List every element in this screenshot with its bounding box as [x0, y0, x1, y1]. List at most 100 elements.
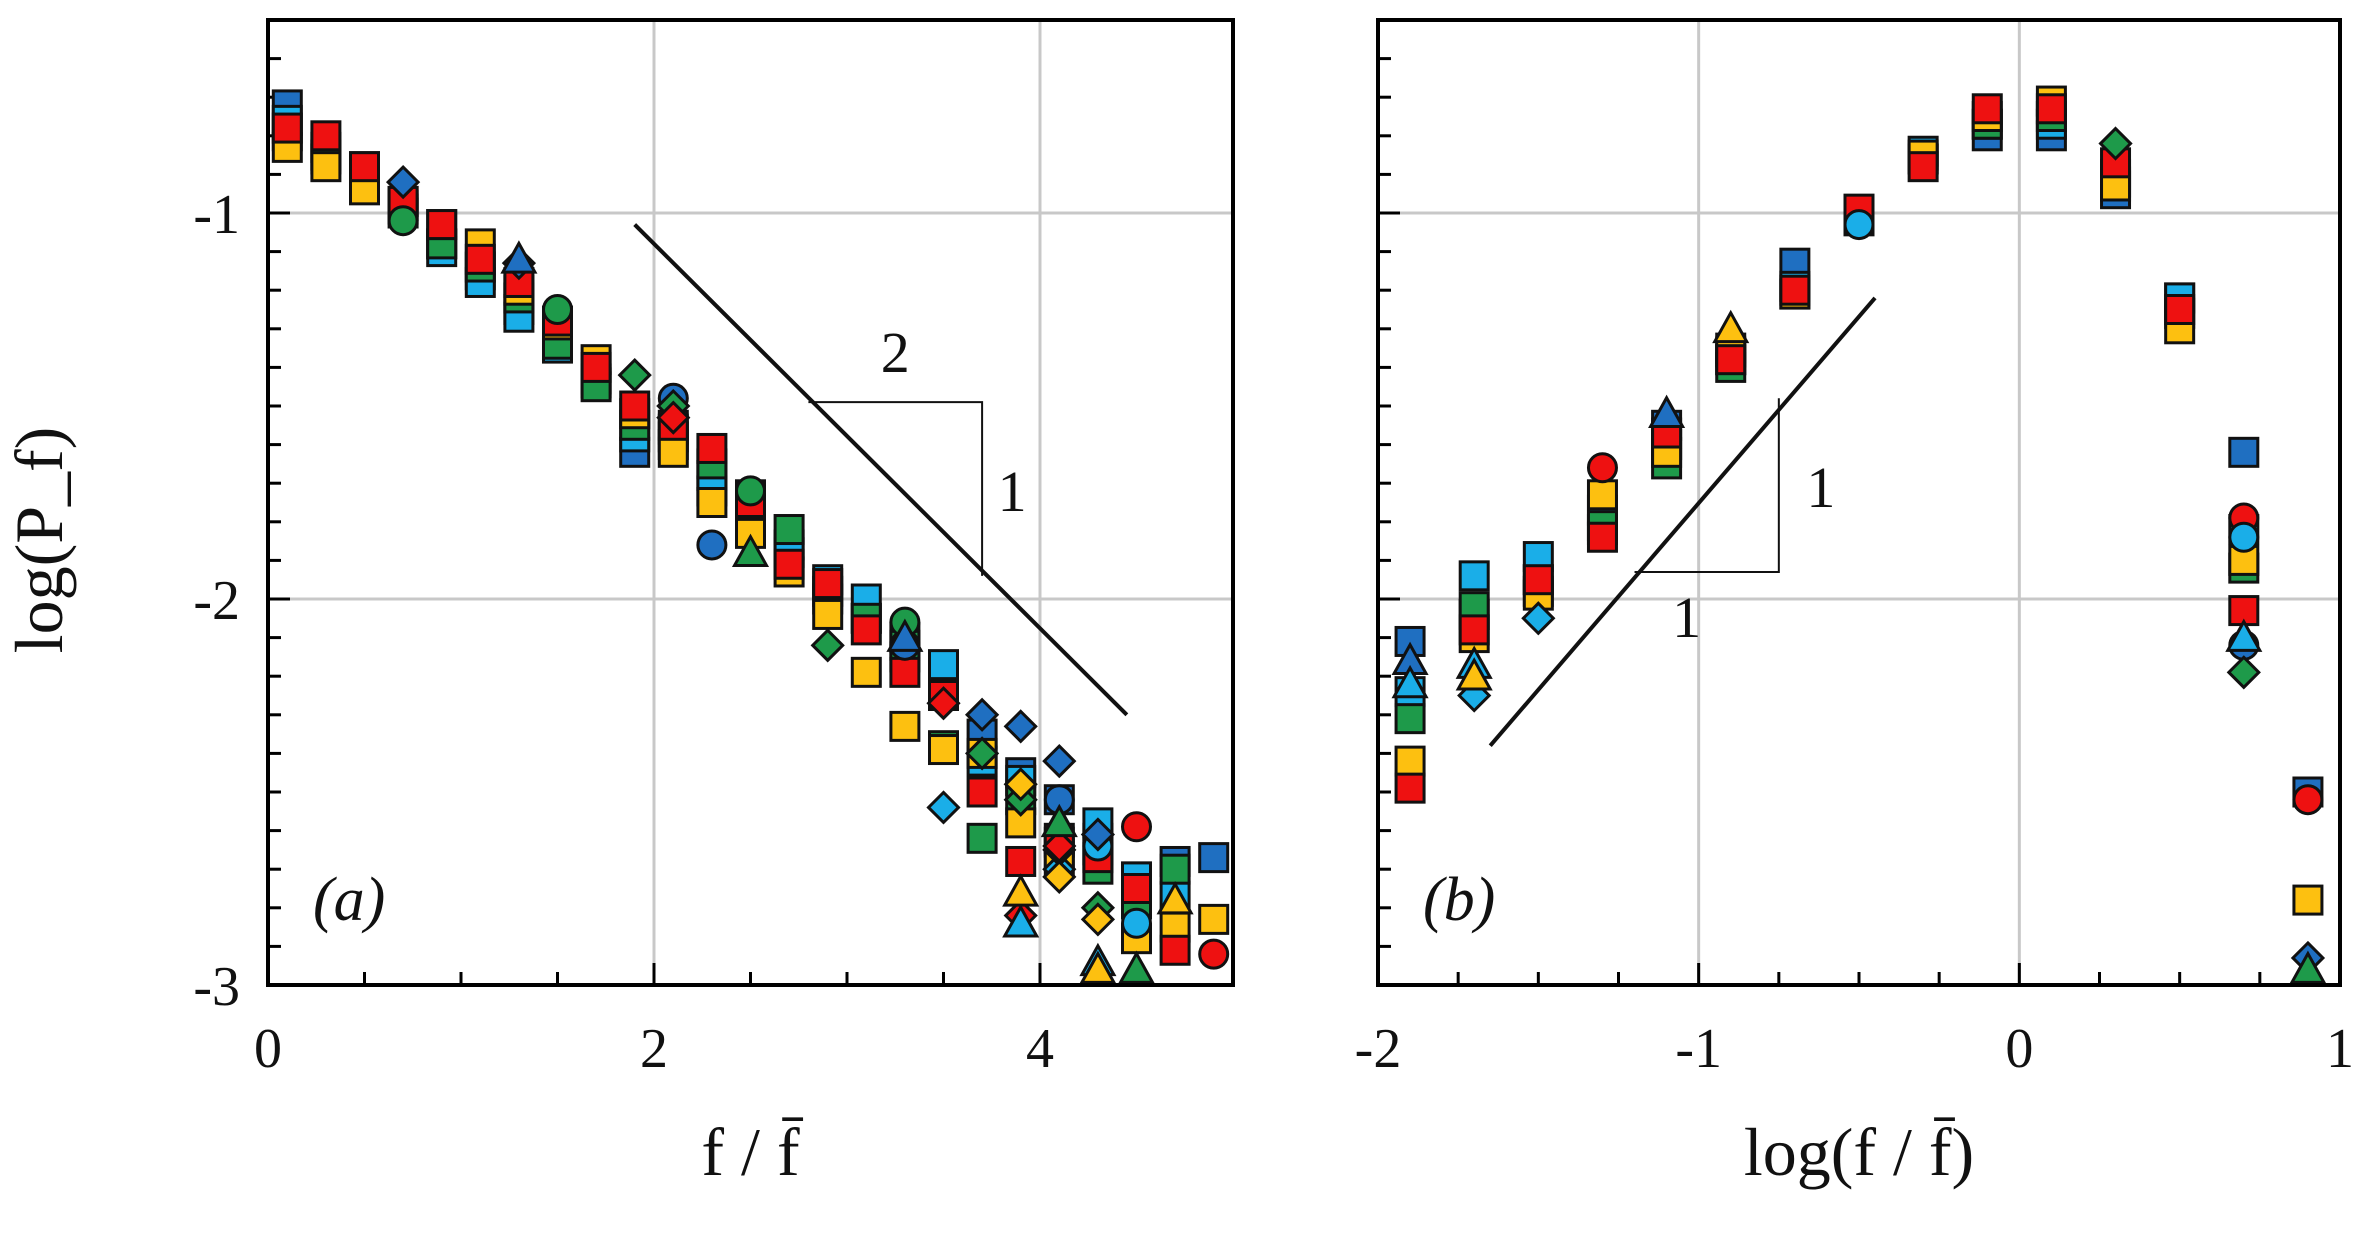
data-point-square — [696, 432, 728, 464]
data-point-square — [966, 776, 998, 808]
data-point-square — [580, 351, 612, 383]
data-point-diamond — [1003, 767, 1038, 802]
data-point-square — [1198, 842, 1230, 874]
data-point-square — [696, 487, 728, 518]
data-point-diamond — [1042, 743, 1077, 779]
data-point-square — [1159, 934, 1191, 966]
data-point-square — [812, 598, 844, 630]
data-point-diamond — [2098, 126, 2133, 161]
data-point-square — [1121, 873, 1152, 904]
data-point-square — [1394, 703, 1426, 735]
data-point-square — [310, 151, 342, 183]
data-point-diamond — [926, 790, 961, 825]
data-point-square — [1458, 560, 1490, 592]
data-point-circle — [2292, 784, 2324, 816]
slope-run-label: 2 — [881, 320, 910, 385]
data-point-square — [1715, 344, 1747, 376]
data-point-diamond — [1080, 817, 1116, 852]
slope-triangle — [1634, 398, 1780, 573]
data-point-square — [271, 112, 303, 144]
data-point-square — [1586, 521, 1618, 553]
slope-guide-line — [633, 223, 1129, 717]
panel-a: 2 1 0 2 4 -1 -2 -3 (a) f / f̄ — [193, 18, 1235, 1190]
data-point-square — [1458, 614, 1490, 646]
data-point-triangle — [1117, 950, 1156, 984]
data-point-diamond — [810, 628, 845, 663]
data-point-circle — [542, 294, 573, 325]
data-point-square — [812, 568, 844, 600]
data-point-diamond — [617, 357, 652, 393]
data-point-triangle — [1712, 309, 1750, 344]
y-tick-label: -3 — [193, 956, 240, 1018]
data-point-triangle — [500, 240, 538, 274]
data-point-circle — [387, 205, 419, 237]
data-point-circle — [1198, 938, 1230, 970]
data-point-triangle — [1156, 880, 1194, 915]
data-point-square — [2100, 147, 2132, 179]
data-point-square — [2164, 294, 2196, 325]
x-tick-label: -2 — [1355, 1018, 1402, 1080]
data-point-square — [773, 548, 805, 580]
slope-run-label: 1 — [1672, 585, 1701, 650]
y-tick-label: -1 — [193, 184, 240, 246]
data-point-square — [2292, 884, 2324, 916]
x-tick-label: 0 — [2005, 1018, 2033, 1080]
data-point-square — [1907, 151, 1939, 183]
data-point-square — [1971, 93, 2003, 125]
data-point-square — [2035, 93, 2067, 125]
data-point-diamond — [964, 697, 1000, 732]
data-point-square — [619, 390, 651, 422]
data-point-triangle — [1002, 904, 1040, 938]
data-point-square — [1198, 903, 1230, 935]
data-point-square — [1005, 845, 1037, 877]
data-point-diamond — [1042, 859, 1077, 895]
x-tick-label: 0 — [254, 1018, 282, 1080]
data-point-square — [850, 614, 882, 646]
data-point-square — [889, 710, 921, 742]
data-point-square — [657, 436, 689, 468]
data-point-triangle — [886, 618, 924, 652]
data-point-diamond — [1042, 828, 1077, 864]
data-point-square — [426, 209, 458, 241]
slope-rise-label: 1 — [1806, 455, 1835, 520]
data-point-triangle — [1079, 950, 1117, 984]
data-point-triangle — [2225, 618, 2263, 652]
data-point-circle — [1843, 209, 1875, 241]
panel-b: 1 1 -2 -1 0 1 (b) log(f / f̄) — [1355, 18, 2354, 1190]
data-point-diamond — [1080, 902, 1116, 937]
data-point-square — [1586, 479, 1618, 511]
data-point-diamond — [1003, 709, 1038, 744]
data-point-circle — [696, 529, 728, 561]
slope-guide-line — [1488, 296, 1877, 747]
data-point-triangle — [1648, 394, 1686, 429]
data-point-square — [850, 656, 882, 688]
data-point-square — [1394, 745, 1426, 777]
data-point-square — [889, 656, 921, 688]
data-point-triangle — [2289, 950, 2327, 984]
data-point-circle — [2228, 521, 2260, 553]
data-point-triangle — [1391, 664, 1429, 699]
data-point-square — [1394, 772, 1426, 804]
data-point-circle — [1121, 811, 1152, 843]
y-tick-label: -2 — [193, 570, 240, 632]
data-point-diamond — [964, 736, 1000, 771]
x-tick-label: -1 — [1675, 1018, 1722, 1080]
data-point-square — [1159, 853, 1191, 885]
panel-label: (b) — [1423, 866, 1495, 934]
data-point-triangle — [731, 533, 770, 567]
data-point-diamond — [1521, 601, 1556, 636]
data-point-square — [928, 649, 959, 681]
data-point-square — [928, 734, 959, 766]
plot-frame — [266, 18, 1235, 987]
data-point-triangle — [1455, 657, 1493, 691]
data-point-square — [349, 151, 380, 183]
data-point-square — [735, 517, 766, 549]
data-point-square — [1779, 274, 1811, 306]
x-axis-label: f / f̄ — [701, 1114, 803, 1190]
data-point-square — [966, 822, 998, 854]
data-point-square — [2228, 436, 2260, 468]
x-axis-label: log(f / f̄) — [1744, 1114, 1974, 1190]
data-point-square — [773, 514, 805, 546]
data-point-circle — [1586, 452, 1618, 484]
